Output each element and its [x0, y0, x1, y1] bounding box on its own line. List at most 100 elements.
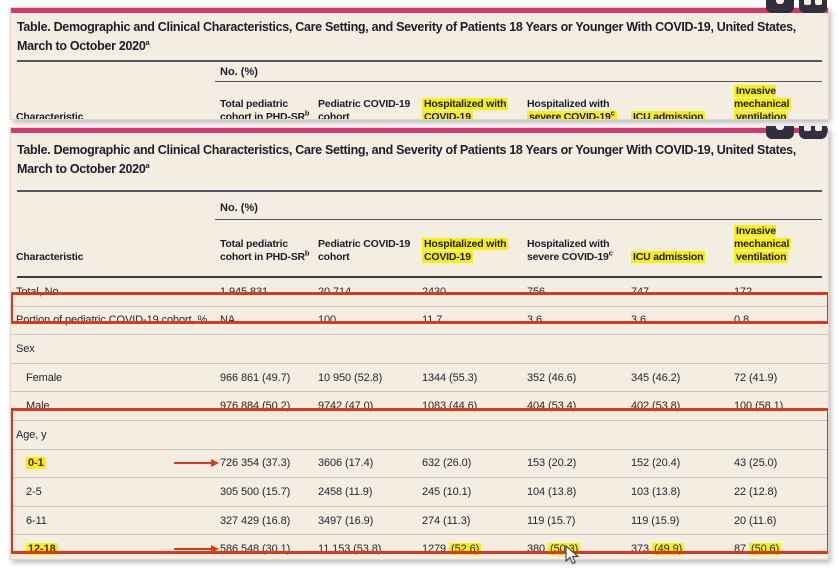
- table-cell: 0.8: [734, 314, 749, 327]
- table-cell: 3.6: [527, 314, 542, 327]
- table-cell: 586 548 (30.1): [220, 543, 291, 556]
- clipped-toolbar-icon-1[interactable]: [766, 0, 794, 13]
- table-cell: 726 354 (37.3): [220, 457, 291, 470]
- table-cell: 1279 (52.6): [422, 543, 482, 556]
- header-row: Characteristic Total pediatric cohort in…: [11, 82, 828, 120]
- header-icu: ICU admission: [631, 111, 734, 119]
- table-cell: NA: [220, 314, 236, 327]
- header-total-pediatric: Total pediatric cohort in PHD-SRb: [220, 98, 310, 120]
- toolbar-icons-bottom: [766, 126, 836, 140]
- clipped-toolbar-icon-2[interactable]: [799, 0, 827, 13]
- table-cell: 245 (10.1): [422, 485, 472, 498]
- table-cell: 345 (46.2): [631, 371, 681, 384]
- toolbar-icons-top: [766, 0, 836, 14]
- table-cell: 3.6: [631, 314, 646, 327]
- spanner-row: No. (%): [17, 192, 822, 220]
- header-severe: Hospitalized with severe COVID-19c: [527, 98, 631, 119]
- table-cell: 3497 (16.9): [318, 514, 374, 527]
- row-label: Portion of pediatric COVID-19 cohort, %: [16, 314, 208, 327]
- row-label: 2-5: [26, 485, 42, 498]
- table-cell: 10 950 (52.8): [318, 371, 383, 384]
- header-hospitalized: Hospitalized with COVID-19: [422, 98, 527, 119]
- table-cell: 104 (13.8): [527, 485, 577, 498]
- header-characteristic: Characteristic: [16, 251, 84, 263]
- row-label: Male: [26, 400, 50, 413]
- accent-bar: [11, 128, 828, 133]
- table-cell: 20 714: [318, 285, 352, 298]
- table-cell: 103 (13.8): [631, 485, 681, 498]
- table-row: 0-1 726 354 (37.3) 3606 (17.4) 632 (26.0…: [11, 450, 828, 479]
- table-cell: 100 (58.1): [734, 400, 784, 413]
- footnote-c: c: [608, 248, 613, 258]
- title-rule: [17, 60, 822, 62]
- spanner-label: No. (%): [220, 66, 258, 78]
- table-title-line2: March to October 2020: [17, 162, 146, 176]
- table-row: Age, y: [11, 421, 828, 450]
- table-row: Female 966 861 (49.7) 10 950 (52.8) 1344…: [11, 364, 828, 393]
- header-total-pediatric: Total pediatric cohort in PHD-SRb: [220, 238, 310, 263]
- table-title: Table. Demographic and Clinical Characte…: [17, 141, 822, 179]
- table-cell: 402 (53.8): [631, 400, 681, 413]
- header-pediatric-cohort: Pediatric COVID-19 cohort: [318, 238, 411, 263]
- clipped-toolbar-icon-1[interactable]: [766, 126, 794, 139]
- header-pediatric-cohort: Pediatric COVID-19 cohort: [318, 98, 411, 120]
- table-row: 6-11 327 429 (16.8) 3497 (16.9) 274 (11.…: [11, 507, 828, 536]
- table-cell: 1 945 831: [220, 285, 269, 298]
- table-cell: 305 500 (15.7): [220, 485, 291, 498]
- table-title: Table. Demographic and Clinical Characte…: [17, 18, 822, 56]
- table-row: 12-18 586 548 (30.1) 11 153 (53.8) 1279 …: [11, 535, 828, 559]
- table-cell: 1083 (44.6): [422, 400, 478, 413]
- severe-highlight: severe COVID-19c: [527, 109, 617, 119]
- row-label: Total, No.: [16, 285, 62, 298]
- header-hospitalized: Hospitalized with COVID-19: [422, 238, 509, 263]
- table-cell: 22 (12.8): [734, 485, 778, 498]
- table-title-line2: March to October 2020: [17, 39, 146, 53]
- table-cell: 274 (11.3): [422, 514, 471, 527]
- table-cell: 2458 (11.9): [318, 485, 373, 498]
- table-row: Sex: [11, 335, 828, 364]
- table-cell: 72 (41.9): [734, 371, 778, 384]
- spanner-row: No. (%): [17, 62, 822, 82]
- table-cell: 43 (25.0): [734, 457, 778, 470]
- table-cell: 756: [527, 285, 546, 298]
- footnote-a: a: [145, 160, 150, 170]
- table-panel-top: Table. Demographic and Clinical Characte…: [10, 7, 829, 120]
- row-label: 6-11: [26, 514, 47, 527]
- table-cell: 20 (11.6): [734, 514, 777, 527]
- clipped-toolbar-icon-2[interactable]: [799, 126, 827, 139]
- row-label: Female: [26, 371, 63, 384]
- table-cell: 1344 (55.3): [422, 371, 478, 384]
- table-cell: 327 429 (16.8): [220, 514, 291, 527]
- table-cell: 11.7: [422, 314, 443, 327]
- annotation-arrow: [174, 545, 219, 554]
- table-cell: 976 884 (50.2): [220, 400, 291, 413]
- table-cell: 153 (20.2): [527, 457, 577, 470]
- table-cell: 100: [318, 314, 337, 327]
- table-cell: 172: [734, 285, 753, 298]
- header-row: Characteristic Total pediatric cohort in…: [11, 220, 828, 276]
- annotation-arrow: [174, 459, 219, 468]
- table-title-line1: Table. Demographic and Clinical Characte…: [17, 143, 796, 157]
- header-icu: ICU admission: [631, 251, 706, 263]
- header-ventilation: Invasive mechanical ventilation: [734, 225, 792, 263]
- table-cell: 966 861 (49.7): [220, 371, 291, 384]
- table-cell: 87 (50.6): [734, 543, 782, 556]
- table-row: Portion of pediatric COVID-19 cohort, % …: [11, 307, 828, 336]
- table-cell: 747: [631, 285, 650, 298]
- footnote-b: b: [304, 108, 310, 118]
- footnote-b: b: [304, 248, 310, 258]
- header-ventilation: Invasive mechanical ventilation: [734, 85, 828, 119]
- table-row: Male 976 884 (50.2) 9742 (47.0) 1083 (44…: [11, 392, 828, 421]
- header-severe: Hospitalized with severe COVID-19c: [527, 238, 613, 263]
- footnote-a: a: [145, 37, 150, 47]
- table-cell: 373 (49.9): [631, 543, 685, 556]
- header-characteristic: Characteristic: [16, 111, 84, 120]
- spanner-underline: [215, 81, 822, 82]
- table-cell: 119 (15.9): [631, 514, 680, 527]
- table-title-line1: Table. Demographic and Clinical Characte…: [17, 20, 796, 34]
- table-cell: 632 (26.0): [422, 457, 472, 470]
- table-cell: 404 (53.4): [527, 400, 577, 413]
- table-cell: 2430: [422, 285, 447, 298]
- table-cell: 352 (46.6): [527, 371, 577, 384]
- row-label: Age, y: [16, 428, 47, 441]
